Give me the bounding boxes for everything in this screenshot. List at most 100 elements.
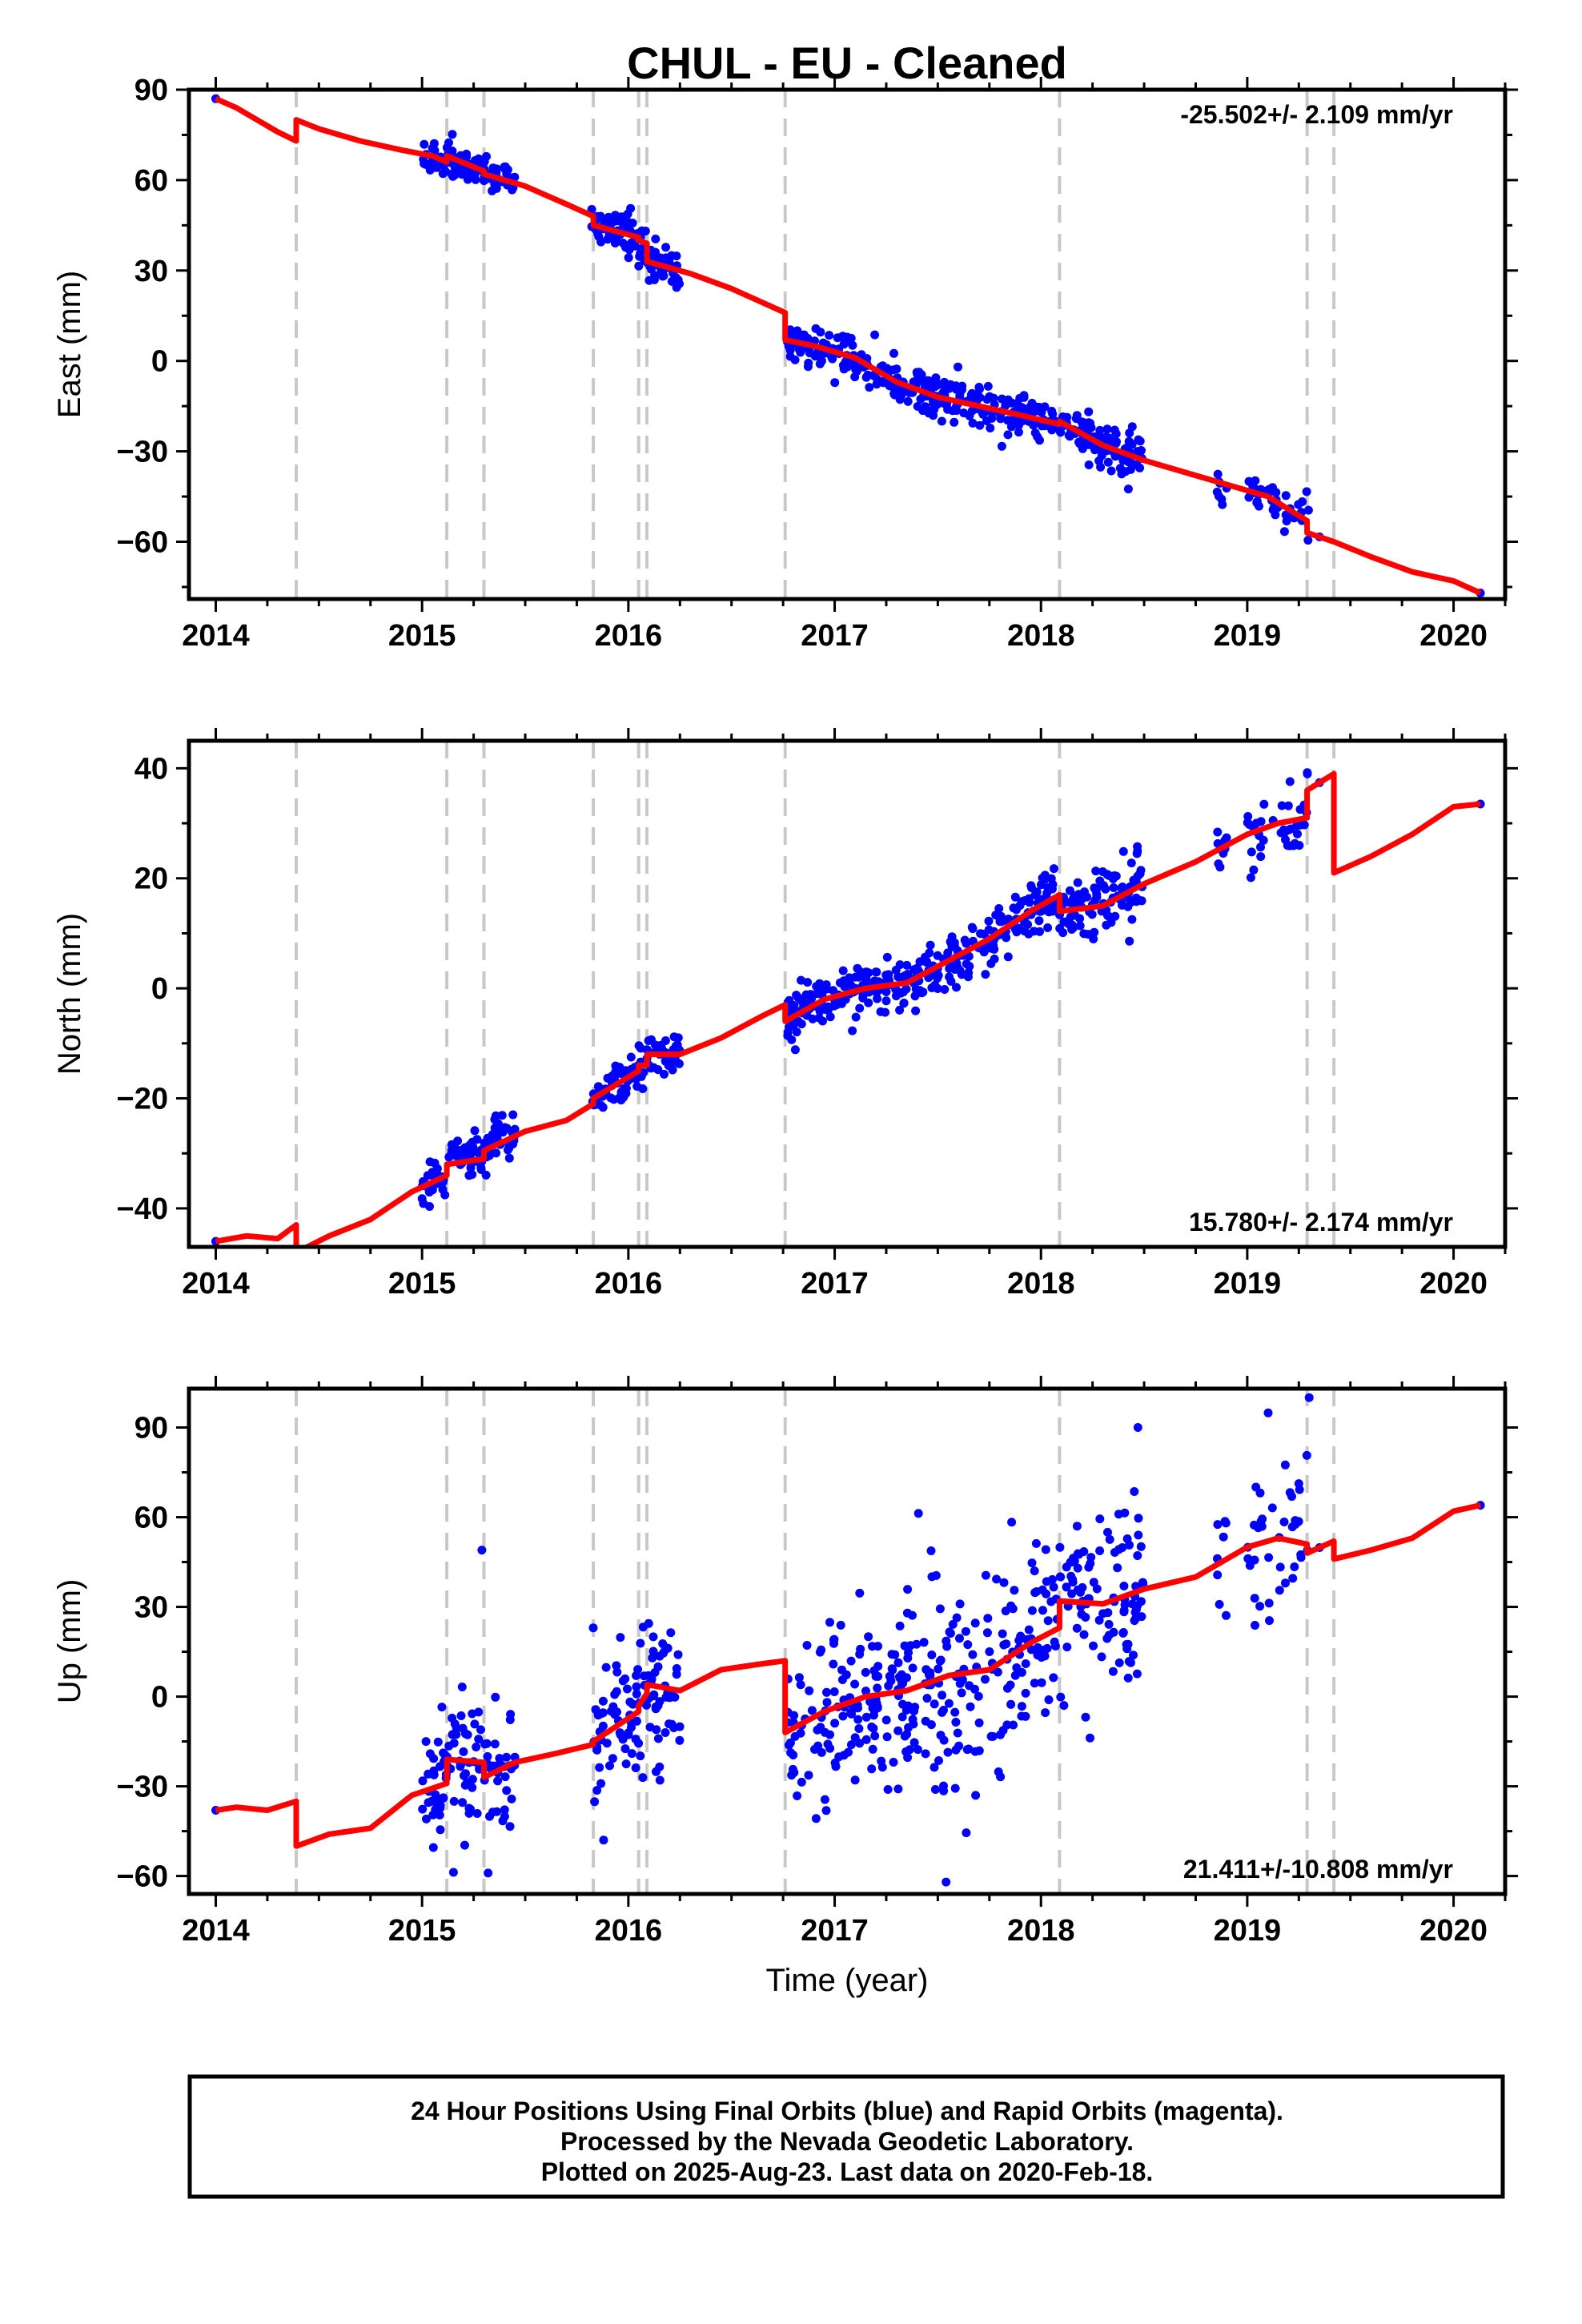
data-point [661,1056,670,1066]
data-point [661,1728,670,1737]
data-point [939,1786,949,1795]
data-point [1277,801,1287,810]
data-point [1124,436,1134,446]
data-point [430,146,440,155]
data-point [861,1667,870,1677]
data-point [605,1761,614,1771]
data-point [1021,1688,1030,1698]
data-point [1117,883,1126,892]
data-point [946,1629,955,1638]
data-point [793,1791,802,1800]
y-tick-label: 0 [151,1681,168,1715]
data-point [1026,402,1035,412]
data-point [845,979,855,989]
data-point [1007,398,1017,408]
data-point [822,1698,832,1707]
data-point [1044,1695,1054,1704]
y-tick-label: −60 [117,1860,168,1894]
data-point [1111,871,1121,881]
data-point [631,1763,640,1772]
data-point [669,1032,679,1042]
data-point [1098,867,1107,876]
data-point [474,1148,484,1158]
data-point [447,169,456,179]
data-point [621,1759,631,1769]
data-point [958,381,967,391]
panel-frame [187,1386,1508,1896]
data-point [943,1747,953,1757]
data-point [1092,1584,1102,1594]
data-point [465,1140,475,1150]
data-point [456,1145,466,1155]
data-point [448,147,457,155]
data-point [850,1679,860,1689]
data-point [803,978,813,987]
data-point [799,330,809,340]
data-point [660,1069,669,1079]
data-point [944,1699,954,1708]
data-point [1127,915,1137,924]
data-point [1086,423,1096,432]
data-point [810,352,820,361]
data-point [1105,1534,1114,1544]
data-point [913,373,923,383]
data-point [1003,952,1013,962]
data-point [648,1632,658,1642]
data-point [1109,1627,1118,1637]
data-point [476,1725,485,1735]
y-axis-label: Up (mm) [52,1579,87,1704]
data-point [502,1786,512,1795]
y-tick-label: −20 [117,1083,168,1116]
rate-label: -25.502+/- 2.109 mm/yr [1180,100,1453,129]
data-point [488,1807,497,1817]
data-point [1133,1551,1142,1560]
data-point [674,1059,684,1068]
data-point [474,1707,484,1717]
data-point [656,269,665,279]
data-point [838,966,848,975]
data-point [963,1640,973,1650]
data-point [974,1746,984,1755]
data-point [962,970,971,979]
data-point [1303,505,1313,515]
data-point [974,1718,984,1727]
data-point [1077,895,1086,904]
data-point [1303,768,1312,778]
data-point [1302,487,1311,497]
data-point [1081,1712,1090,1722]
data-point [1032,1587,1042,1596]
data-point [1134,1530,1143,1540]
data-point [950,1783,960,1793]
data-point [825,331,834,340]
y-tick-label: 0 [151,972,168,1006]
data-point [1113,1563,1122,1573]
data-point [1118,846,1128,856]
data-point [626,203,636,213]
data-point [1081,1613,1090,1622]
data-point [913,1509,923,1518]
data-point [962,1828,971,1838]
data-point [1280,1460,1290,1470]
data-point [429,139,439,148]
data-point [653,1734,663,1743]
data-point [425,1749,435,1759]
data-point [1102,920,1111,930]
data-point [958,1675,967,1684]
data-point [992,1574,1002,1584]
data-point [1256,852,1266,862]
data-point [1281,827,1291,836]
data-point [1295,820,1305,830]
data-point [1129,1651,1138,1660]
data-point [892,364,901,374]
data-point [911,1006,921,1015]
data-point [1243,812,1253,821]
data-point [595,1763,604,1772]
data-point [909,1738,919,1747]
data-point [652,1767,661,1776]
data-point [1031,1538,1041,1548]
data-point [1304,1393,1314,1402]
data-point [1070,1556,1079,1566]
data-point [1055,1542,1065,1552]
data-point [1089,1641,1098,1651]
data-point [1285,777,1295,786]
